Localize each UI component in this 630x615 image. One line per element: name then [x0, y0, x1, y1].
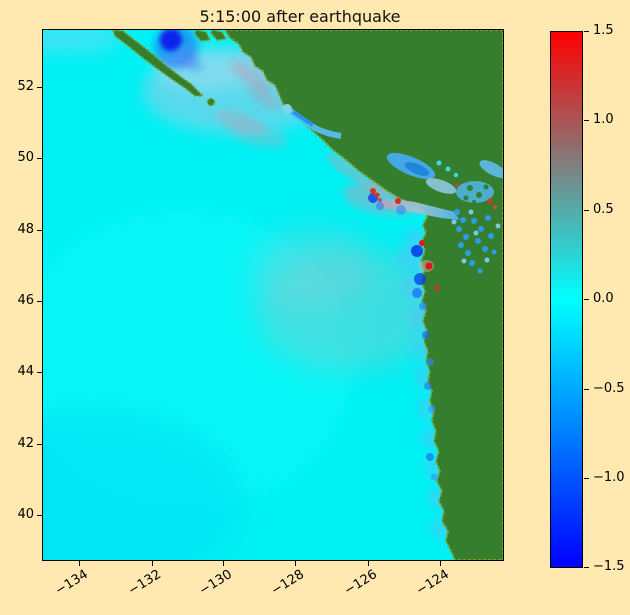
y-tick-label: 48	[17, 222, 34, 237]
x-tick-label: −130	[196, 567, 235, 599]
y-tick	[37, 372, 42, 374]
colorbar-tick-label: −0.5	[593, 381, 625, 396]
x-tick-label: −124	[413, 567, 452, 599]
y-tick-label: 42	[17, 436, 34, 451]
x-tick	[152, 561, 154, 566]
x-tick	[295, 561, 297, 566]
y-tick	[37, 87, 42, 89]
colorbar-tick-label: −1.0	[593, 470, 625, 485]
y-tick	[37, 444, 42, 446]
x-tick-label: −134	[52, 567, 91, 599]
colorbar-tick-label: 1.5	[593, 23, 614, 38]
plot-title: 5:15:00 after earthquake	[199, 7, 401, 26]
y-tick-label: 46	[17, 293, 34, 308]
x-tick-label: −128	[268, 567, 307, 599]
y-tick-label: 50	[17, 150, 34, 165]
x-tick	[223, 561, 225, 566]
land-mainland	[223, 30, 503, 560]
colorbar-tick-label: 1.0	[593, 112, 614, 127]
x-tick-label: −126	[341, 567, 380, 599]
colorbar-tick	[584, 210, 589, 212]
y-tick	[37, 301, 42, 303]
colorbar-tick	[584, 120, 589, 122]
colorbar-tick	[584, 299, 589, 301]
inland-waterways	[282, 104, 503, 274]
y-tick-label: 44	[17, 364, 34, 379]
colorbar-tick-label: 0.5	[593, 202, 614, 217]
x-tick-label: −132	[125, 567, 164, 599]
colorbar-tick	[584, 567, 589, 569]
land-haida-gwaii	[112, 30, 228, 107]
x-tick	[368, 561, 370, 566]
colorbar-tick	[584, 31, 589, 33]
colorbar-tick	[584, 389, 589, 391]
y-tick-label: 52	[17, 79, 34, 94]
coastal-heatmap	[43, 30, 503, 560]
x-tick	[79, 561, 81, 566]
x-tick	[440, 561, 442, 566]
haida-gwaii-trough	[154, 30, 203, 72]
colorbar	[550, 31, 583, 568]
y-tick	[37, 515, 42, 517]
map-plot-area	[42, 29, 504, 561]
y-tick-label: 40	[17, 507, 34, 522]
nearshore-extremes	[368, 183, 497, 481]
colorbar-tick-label: 0.0	[593, 291, 614, 306]
colorbar-tick-label: −1.5	[593, 559, 625, 574]
colorbar-tick	[584, 478, 589, 480]
y-tick	[37, 230, 42, 232]
y-tick	[37, 158, 42, 160]
